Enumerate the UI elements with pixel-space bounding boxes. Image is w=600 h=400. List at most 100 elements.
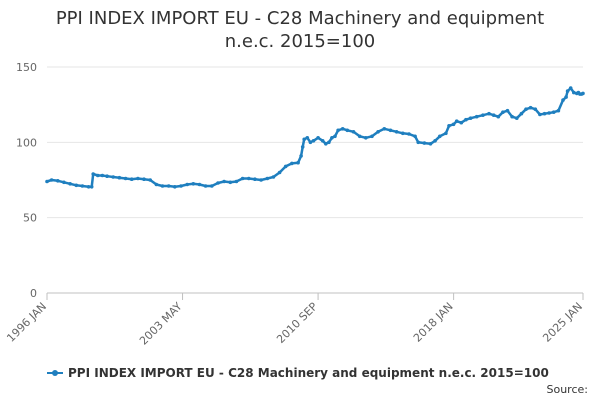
data-point <box>62 180 66 185</box>
data-point <box>265 176 270 181</box>
data-point <box>45 179 49 184</box>
data-point <box>336 128 340 133</box>
data-point <box>464 117 468 122</box>
data-point <box>253 177 257 181</box>
data-point <box>123 176 128 181</box>
y-tick-label: 0 <box>30 287 37 300</box>
data-point <box>357 134 362 139</box>
data-point <box>185 182 189 187</box>
data-point <box>74 183 79 188</box>
data-point <box>210 184 214 188</box>
data-point <box>433 139 437 143</box>
y-tick-label: 150 <box>16 61 37 74</box>
data-point <box>197 182 202 187</box>
data-point <box>487 111 491 116</box>
data-point <box>327 140 331 145</box>
data-point <box>565 89 570 93</box>
data-point <box>283 164 288 169</box>
data-point <box>191 182 196 186</box>
data-point <box>148 178 152 182</box>
x-tick-label: 1996 JAN <box>4 300 49 345</box>
chart-title: PPI INDEX IMPORT EU - C28 Machinery and … <box>56 8 544 52</box>
data-point <box>290 161 294 166</box>
data-point <box>100 173 105 178</box>
data-point <box>501 110 505 114</box>
data-point <box>556 108 561 113</box>
data-point <box>564 95 568 99</box>
data-point <box>376 130 380 134</box>
data-point <box>203 184 208 188</box>
data-point <box>333 134 337 139</box>
data-point <box>316 136 320 140</box>
series-line <box>45 86 585 189</box>
data-point <box>91 172 95 176</box>
data-point <box>89 185 94 189</box>
data-point <box>136 176 140 181</box>
data-point <box>302 137 307 142</box>
data-point <box>277 170 282 175</box>
data-point <box>56 179 60 183</box>
data-point <box>370 134 374 139</box>
data-point <box>542 111 547 116</box>
data-point <box>394 130 399 134</box>
data-point <box>173 185 177 189</box>
data-point <box>551 110 556 114</box>
gridlines <box>47 66 583 294</box>
x-tick-label: 2025 JAN <box>540 300 585 345</box>
data-point <box>240 176 245 181</box>
data-point <box>491 113 496 117</box>
data-point <box>438 134 442 139</box>
data-point <box>351 130 356 134</box>
data-point <box>299 154 303 158</box>
data-point <box>474 114 479 119</box>
data-point <box>401 131 405 136</box>
data-point <box>428 142 433 146</box>
data-point <box>533 107 538 111</box>
data-point <box>259 178 263 182</box>
data-point <box>111 175 115 179</box>
x-tick-label: 2018 JAN <box>411 300 456 345</box>
data-point <box>561 98 565 102</box>
data-point <box>451 122 456 127</box>
data-point <box>572 90 576 95</box>
data-point <box>407 132 411 136</box>
x-axis: 1996 JAN 2003 MAY 2010 SEP 2018 JAN 2025 JAN <box>4 292 585 348</box>
data-point <box>519 111 524 116</box>
data-point <box>496 114 501 119</box>
data-point <box>416 140 421 145</box>
data-point <box>454 119 459 123</box>
data-point <box>330 136 334 140</box>
data-point <box>388 128 393 133</box>
data-point <box>459 120 464 125</box>
x-tick-label: 2003 MAY <box>137 300 185 348</box>
data-point <box>179 184 183 188</box>
legend-label: PPI INDEX IMPORT EU - C28 Machinery and … <box>68 366 549 380</box>
data-point <box>581 91 585 96</box>
data-point <box>142 177 146 181</box>
data-point <box>247 176 251 181</box>
source-label: Source: <box>547 383 589 396</box>
data-point <box>129 177 134 181</box>
data-point <box>86 185 91 189</box>
legend[interactable]: PPI INDEX IMPORT EU - C28 Machinery and … <box>47 366 549 380</box>
data-point <box>320 139 325 143</box>
data-point <box>547 111 551 115</box>
data-point <box>296 160 300 165</box>
x-tick-label: 2010 SEP <box>274 300 320 346</box>
data-point <box>382 127 387 131</box>
chart-title-line-1: PPI INDEX IMPORT EU - C28 Machinery and … <box>56 8 544 29</box>
data-point <box>216 181 220 185</box>
y-tick-label: 100 <box>16 136 37 149</box>
data-point <box>468 116 473 120</box>
data-point <box>234 179 239 184</box>
data-point <box>538 112 542 117</box>
data-point <box>444 131 448 136</box>
data-point <box>105 174 109 178</box>
data-point <box>305 136 310 140</box>
data-point <box>364 136 368 140</box>
data-point <box>271 175 276 179</box>
chart-title-line-2: n.e.c. 2015=100 <box>225 31 376 52</box>
data-point <box>481 113 485 117</box>
data-point <box>228 180 233 185</box>
